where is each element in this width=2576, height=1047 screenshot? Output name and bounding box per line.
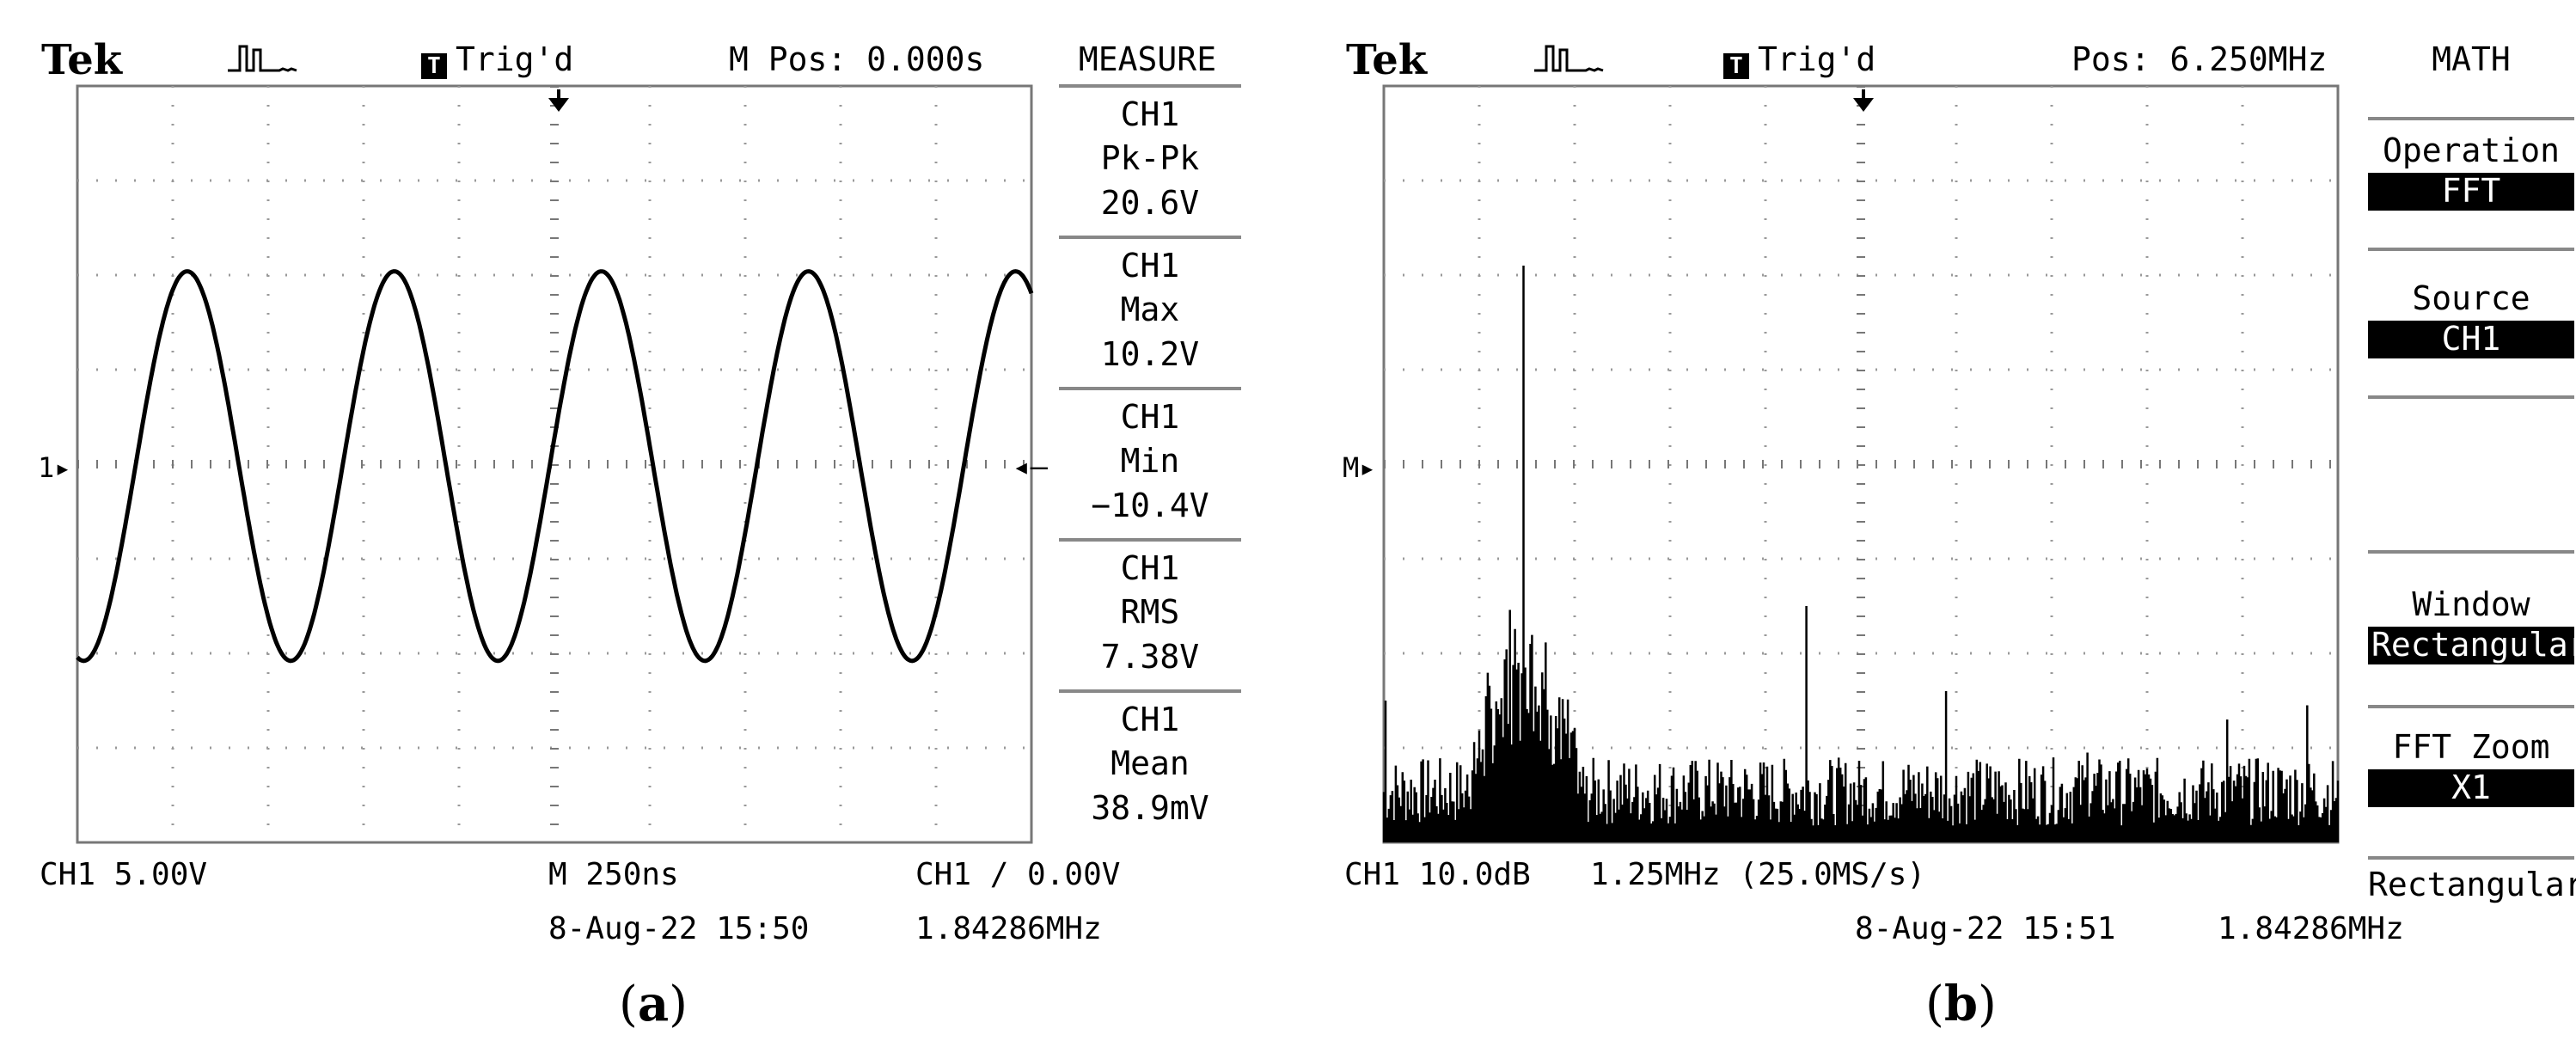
- graticule: [76, 84, 1033, 844]
- frequency-per-div: 1.25MHz (25.0MS/s): [1590, 857, 1926, 892]
- measurement-value: 7.38V: [1100, 637, 1200, 676]
- trigger-position-marker: [548, 89, 569, 112]
- window-readout: Rectangular: [2368, 866, 2576, 903]
- measurement-channel: CH1: [1120, 549, 1180, 587]
- trigger-level-marker: ◂—: [1013, 450, 1048, 484]
- date-time: 8-Aug-22 15:50: [548, 911, 810, 946]
- menu-fft-zoom[interactable]: FFT Zoom X1: [2368, 705, 2574, 846]
- measurement-pk-pk[interactable]: CH1 Pk-Pk 20.6V: [1059, 84, 1241, 237]
- measurement-name: Pk-Pk: [1100, 139, 1200, 178]
- channel-scale: CH1 5.00V: [40, 857, 208, 892]
- measurement-channel: CH1: [1120, 247, 1180, 285]
- acquire-pulse-icon: [1534, 45, 1604, 72]
- trigger-box-icon: T: [421, 53, 447, 79]
- measurement-name: Min: [1120, 442, 1180, 481]
- caption-b: (b): [1925, 976, 1997, 1032]
- measurement-max[interactable]: CH1 Max 10.2V: [1059, 236, 1241, 389]
- menu-source[interactable]: Source CH1: [2368, 248, 2574, 397]
- trigger-status: T Trig'd: [421, 43, 573, 79]
- measurement-rms[interactable]: CH1 RMS 7.38V: [1059, 538, 1241, 691]
- measurement-channel: CH1: [1120, 95, 1180, 133]
- timebase: M 250ns: [548, 857, 679, 892]
- position-readout: Pos: 6.250MHz: [2071, 40, 2328, 78]
- date-time: 8-Aug-22 15:51: [1855, 911, 2116, 946]
- measurement-channel: CH1: [1120, 701, 1180, 738]
- fft-zoom-value: X1: [2368, 769, 2574, 807]
- fft-screen: [1382, 84, 2340, 844]
- panel-a-oscilloscope-time: Tek T Trig'd M Pos: 0.000s 1▸ ◂— MEASURE …: [0, 0, 1246, 946]
- brand-logo: Tek: [1346, 36, 1428, 84]
- measurement-value: 10.2V: [1100, 334, 1200, 373]
- trigger-status-label: Trig'd: [1758, 40, 1876, 78]
- trigger-status: T Trig'd: [1723, 43, 1875, 79]
- waveform-screen: [76, 84, 1034, 844]
- measure-menu-title: MEASURE: [1078, 40, 1217, 78]
- caption-a: (a): [619, 976, 688, 1032]
- menu-blank: [2368, 395, 2574, 536]
- frequency-readout: 1.84286MHz: [915, 911, 1102, 946]
- math-marker-label: M: [1343, 451, 1360, 484]
- operation-value: FFT: [2368, 173, 2574, 211]
- window-value: Rectangular: [2368, 627, 2576, 664]
- measurement-name: Max: [1120, 291, 1180, 329]
- menu-bottom: Rectangular: [2368, 856, 2576, 915]
- trigger-status-label: Trig'd: [456, 40, 574, 78]
- measurement-value: −10.4V: [1091, 486, 1209, 524]
- panel-b-oscilloscope-fft: Tek T Trig'd Pos: 6.250MHz M▸ MATH Operat…: [1306, 0, 2576, 946]
- measurement-mean[interactable]: CH1 Mean 38.9mV: [1059, 689, 1241, 842]
- fft-zoom-label: FFT Zoom: [2392, 728, 2550, 766]
- acquire-pulse-icon: [228, 45, 297, 72]
- source-label: Source: [2412, 279, 2530, 317]
- measurement-name: RMS: [1120, 593, 1180, 632]
- measurement-channel: CH1: [1120, 398, 1180, 436]
- ch1-ground-marker-label: 1: [38, 451, 55, 484]
- math-marker: M▸: [1343, 451, 1376, 484]
- trigger-box-icon: T: [1723, 53, 1749, 79]
- math-menu-title: MATH: [2432, 40, 2511, 78]
- channel-scale: CH1 10.0dB: [1344, 857, 1531, 892]
- trigger-position-marker: [1853, 89, 1874, 112]
- source-value: CH1: [2368, 321, 2574, 358]
- trigger-readout: CH1 ∕ 0.00V: [915, 857, 1121, 892]
- menu-window[interactable]: Window Rectangular: [2368, 550, 2576, 703]
- brand-logo: Tek: [41, 36, 123, 84]
- frequency-readout: 1.84286MHz: [2218, 911, 2404, 946]
- window-label: Window: [2412, 585, 2530, 623]
- fft-spectrum: [1382, 266, 2340, 842]
- ch1-waveform: [76, 269, 1034, 664]
- measurement-name: Mean: [1111, 744, 1190, 783]
- measurement-value: 38.9mV: [1091, 788, 1209, 827]
- ch1-ground-marker: 1▸: [38, 451, 71, 484]
- operation-label: Operation: [2383, 132, 2560, 169]
- measurement-min[interactable]: CH1 Min −10.4V: [1059, 387, 1241, 540]
- measurement-value: 20.6V: [1100, 183, 1200, 222]
- position-readout: M Pos: 0.000s: [729, 40, 985, 78]
- menu-operation[interactable]: Operation FFT: [2368, 117, 2574, 249]
- graticule: [1382, 84, 2340, 844]
